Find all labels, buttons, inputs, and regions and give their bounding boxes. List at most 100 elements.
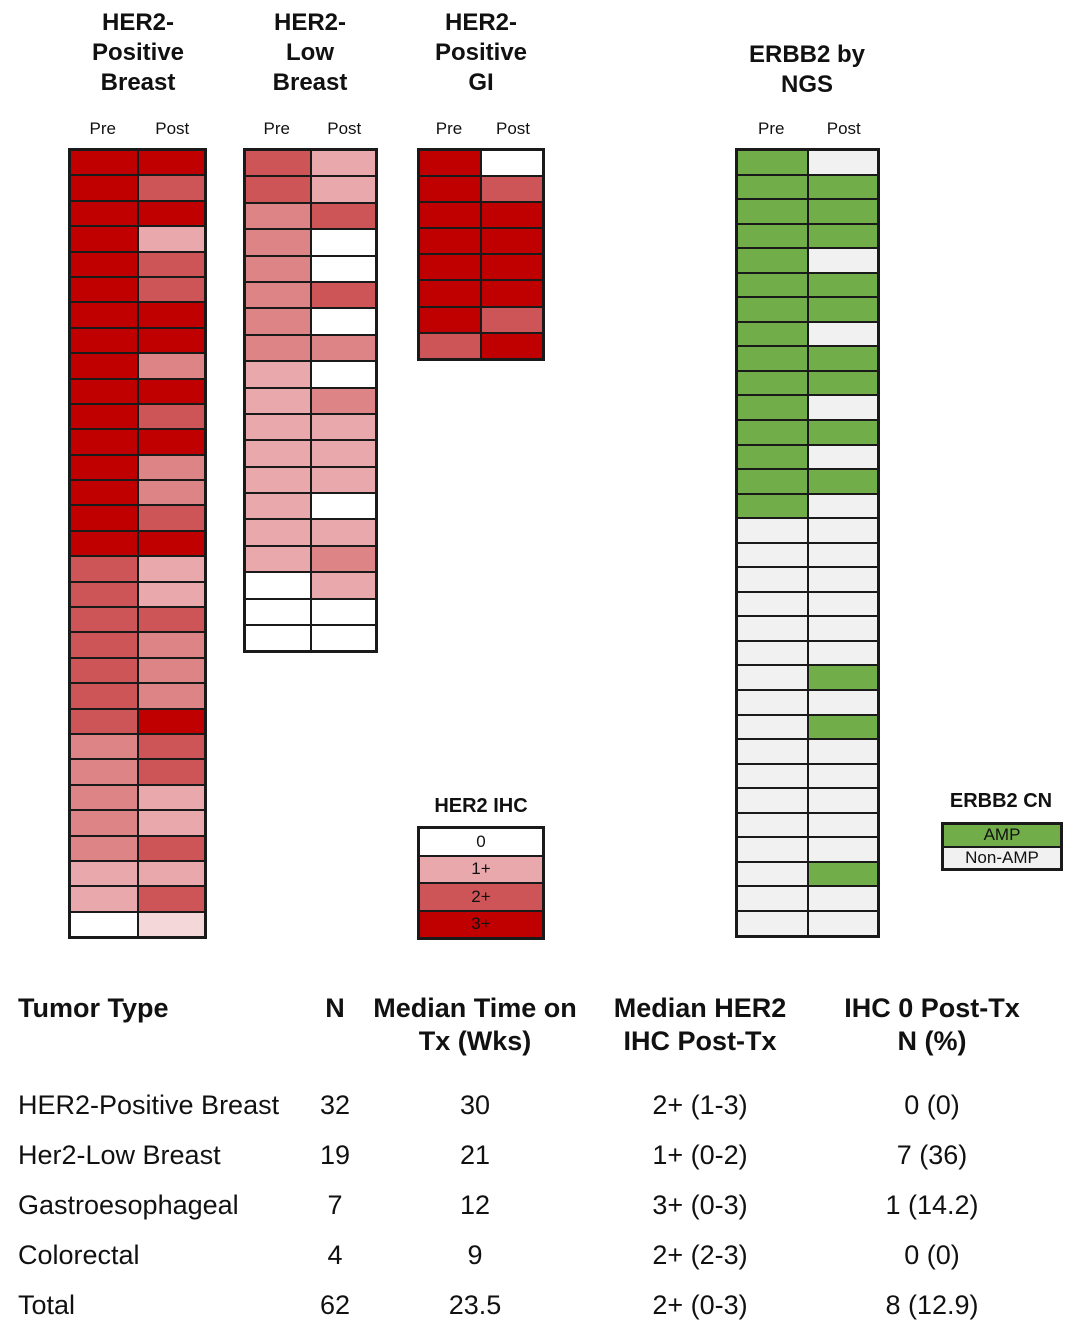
heatmap-cell-0.5 bbox=[138, 912, 204, 937]
heatmap-cell-3+ bbox=[71, 354, 137, 378]
heatmap-cell-Non-AMP bbox=[738, 813, 807, 837]
heatmap-cell-1.5+ bbox=[246, 230, 310, 255]
heatmap-cell-1+ bbox=[138, 861, 204, 886]
heatmap-cell-Non-AMP bbox=[808, 322, 877, 346]
heatmap-cell-1.5+ bbox=[138, 354, 204, 378]
table-cell: 19 bbox=[319, 1140, 351, 1170]
post-column-label: Post bbox=[826, 119, 861, 138]
heatmap-cell-AMP bbox=[738, 421, 807, 444]
heatmap-cell-AMP bbox=[738, 175, 807, 199]
heatmap-cell-Non-AMP bbox=[808, 764, 877, 788]
heatmap-cell-1.5+ bbox=[311, 546, 375, 572]
table-cell: 12 bbox=[459, 1190, 491, 1220]
heatmap-cell-1+ bbox=[138, 811, 204, 835]
heatmap-cell-2+ bbox=[246, 177, 310, 202]
heatmap-cell-0 bbox=[246, 626, 310, 651]
column-headers-her2-positive-gi: Pre Post bbox=[417, 119, 545, 139]
legend-swatch-1+: 1+ bbox=[420, 856, 542, 882]
legend-erbb2-cn: AMP Non-AMP bbox=[941, 822, 1063, 871]
heatmap-cell-2+ bbox=[482, 307, 542, 332]
table-cell: 0 (0) bbox=[904, 1090, 960, 1120]
heatmap-cell-AMP bbox=[808, 371, 877, 395]
heatmap-cell-0 bbox=[311, 626, 375, 651]
heatmap-cell-1+ bbox=[71, 887, 137, 911]
heatmap-cell-3+ bbox=[71, 227, 137, 251]
heatmap-cell-1+ bbox=[246, 441, 310, 466]
heatmap-cell-1+ bbox=[71, 861, 137, 886]
heatmap-cell-3+ bbox=[71, 277, 137, 302]
heatmap-cell-1+ bbox=[138, 582, 204, 607]
heatmap-cell-2+ bbox=[311, 203, 375, 229]
heatmap-cell-AMP bbox=[738, 249, 807, 272]
heatmap-cell-1.5+ bbox=[138, 481, 204, 505]
heatmap-cell-Non-AMP bbox=[738, 691, 807, 714]
heatmap-cell-1.5+ bbox=[311, 388, 375, 413]
heatmap-cell-AMP bbox=[738, 371, 807, 395]
heatmap-cell-Non-AMP bbox=[738, 543, 807, 567]
legend-swatch-0: 0 bbox=[420, 829, 542, 855]
heatmap-cell-AMP bbox=[738, 298, 807, 321]
heatmap-cell-Non-AMP bbox=[738, 862, 807, 886]
heatmap-cell-1.5+ bbox=[71, 811, 137, 835]
heatmap-cell-0 bbox=[246, 573, 310, 598]
heatmap-cell-3+ bbox=[138, 531, 204, 556]
table-cell: 7 bbox=[327, 1190, 343, 1220]
heatmap-cell-Non-AMP bbox=[808, 691, 877, 714]
heatmap-cell-AMP bbox=[808, 470, 877, 493]
heatmap-cell-AMP bbox=[738, 224, 807, 248]
heatmap-cell-3+ bbox=[420, 229, 480, 254]
heatmap-cell-Non-AMP bbox=[738, 617, 807, 640]
heatmap-cell-2+ bbox=[138, 252, 204, 276]
heatmap-cell-2+ bbox=[482, 177, 542, 202]
heatmap-cell-0 bbox=[311, 230, 375, 255]
heatmap-cell-2+ bbox=[138, 176, 204, 200]
heatmap-cell-0 bbox=[311, 599, 375, 625]
heatmap-cell-AMP bbox=[808, 862, 877, 886]
heatmap-cell-Non-AMP bbox=[738, 641, 807, 665]
heatmap-cell-3+ bbox=[138, 379, 204, 403]
heatmap-cell-2+ bbox=[71, 582, 137, 607]
pre-column-label: Pre bbox=[89, 119, 116, 138]
heatmap-her2-positive-gi bbox=[417, 148, 545, 361]
heatmap-cell-3+ bbox=[138, 430, 204, 454]
heatmap-cell-Non-AMP bbox=[808, 592, 877, 616]
heatmap-cell-1.5+ bbox=[138, 455, 204, 480]
heatmap-cell-1.5+ bbox=[246, 256, 310, 281]
heatmap-cell-1+ bbox=[246, 362, 310, 387]
heatmap-cell-3+ bbox=[138, 328, 204, 353]
heatmap-cell-Non-AMP bbox=[808, 617, 877, 640]
heatmap-cell-AMP bbox=[808, 421, 877, 444]
heatmap-cell-3+ bbox=[138, 201, 204, 226]
table-cell: 32 bbox=[319, 1090, 351, 1120]
heatmap-cell-Non-AMP bbox=[738, 911, 807, 935]
heatmap-cell-1+ bbox=[311, 467, 375, 493]
heatmap-cell-3+ bbox=[420, 307, 480, 332]
table-cell: 2+ (0-3) bbox=[652, 1290, 748, 1320]
heatmap-cell-1+ bbox=[311, 414, 375, 440]
panel-title-her2-positive-breast: HER2- Positive Breast bbox=[91, 9, 185, 96]
heatmap-cell-3+ bbox=[420, 151, 480, 176]
legend-title-erbb2-cn: ERBB2 CN bbox=[949, 790, 1053, 812]
table-cell: 30 bbox=[459, 1090, 491, 1120]
heatmap-cell-3+ bbox=[482, 203, 542, 228]
heatmap-cell-AMP bbox=[808, 175, 877, 199]
panel-title-her2-positive-gi: HER2- Positive GI bbox=[434, 9, 528, 96]
heatmap-cell-AMP bbox=[738, 151, 807, 174]
heatmap-cell-AMP bbox=[738, 494, 807, 518]
heatmap-cell-AMP bbox=[738, 322, 807, 346]
heatmap-cell-2+ bbox=[138, 760, 204, 784]
heatmap-cell-1.5+ bbox=[71, 760, 137, 784]
table-header-n: N bbox=[325, 993, 345, 1023]
heatmap-cell-3+ bbox=[420, 177, 480, 202]
heatmap-cell-1.5+ bbox=[246, 282, 310, 308]
heatmap-cell-1+ bbox=[311, 177, 375, 202]
heatmap-cell-1.5+ bbox=[246, 203, 310, 229]
legend-swatch-Non-AMP: Non-AMP bbox=[944, 847, 1060, 868]
table-cell: Her2-Low Breast bbox=[18, 1140, 221, 1170]
heatmap-cell-1+ bbox=[138, 557, 204, 581]
table-cell: Total bbox=[18, 1290, 76, 1320]
heatmap-cell-Non-AMP bbox=[738, 789, 807, 812]
heatmap-cell-Non-AMP bbox=[738, 740, 807, 763]
table-header-median-time: Median Time on Tx (Wks) bbox=[373, 993, 577, 1056]
